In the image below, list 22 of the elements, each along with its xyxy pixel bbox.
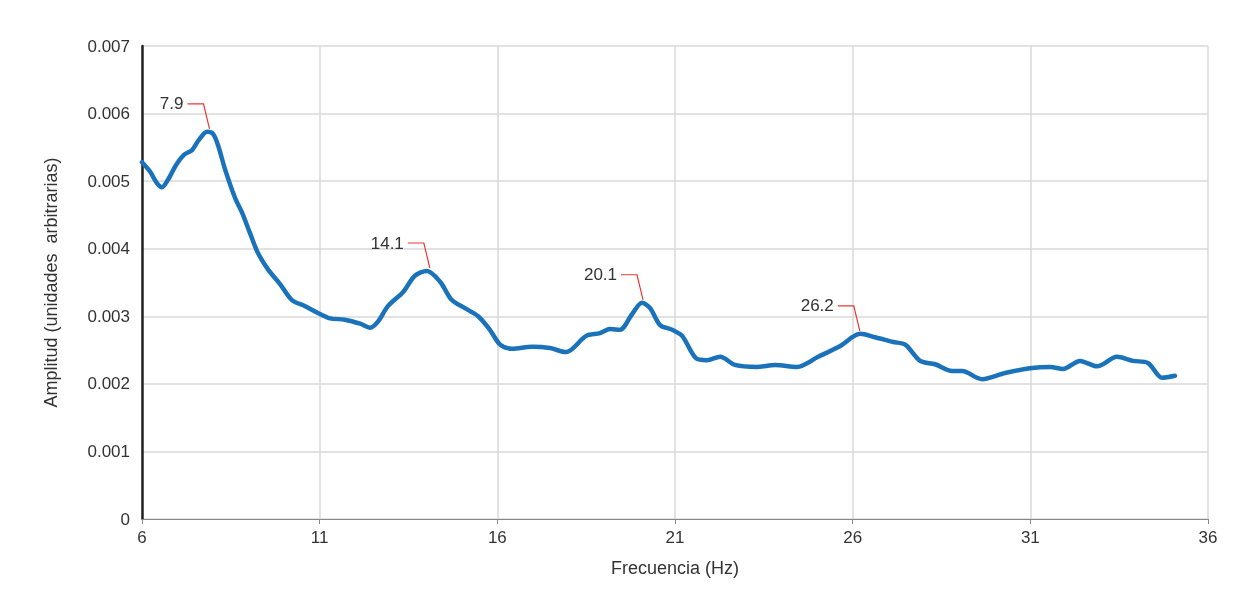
x-tick-label: 31 <box>1020 528 1040 547</box>
annotation: 26.2 <box>800 296 834 316</box>
y-axis-title: Amplitud (unidades arbitrarias) <box>41 157 61 408</box>
annotation: 7.9 <box>159 94 184 114</box>
y-tick-label: 0.007 <box>87 36 130 56</box>
y-tick-label: 0.002 <box>87 374 130 394</box>
x-tick-label: 36 <box>1198 528 1218 547</box>
annotation: 14.1 <box>370 233 404 253</box>
y-tick-label: 0 <box>120 509 130 529</box>
x-tick-label: 21 <box>665 528 685 547</box>
y-tick-label: 0.006 <box>87 104 130 124</box>
y-tick-label: 0.003 <box>87 306 130 326</box>
x-tick-label: 6 <box>137 528 147 547</box>
x-axis-title: Frecuencia (Hz) <box>610 558 740 578</box>
y-tick-label: 0.004 <box>87 239 130 259</box>
y-tick-label: 0.005 <box>87 171 130 191</box>
line-series <box>139 129 1178 382</box>
x-tick-label: 11 <box>310 528 329 547</box>
y-tick-label: 0.001 <box>87 441 130 461</box>
annotation: 20.1 <box>583 265 618 285</box>
x-tick-label: 26 <box>843 528 863 547</box>
x-tick-label: 16 <box>487 528 507 547</box>
